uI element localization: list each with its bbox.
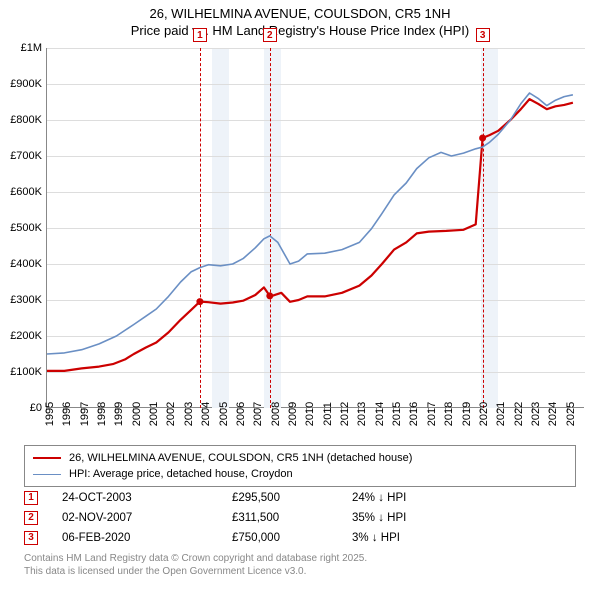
sale-date: 06-FEB-2020	[62, 532, 232, 544]
x-axis-label: 2000	[131, 402, 143, 426]
table-row: 3 06-FEB-2020£750,0003% ↓ HPI	[24, 528, 502, 548]
sale-pct-vs-hpi: 24% ↓ HPI	[352, 492, 502, 504]
x-axis-label: 2003	[183, 402, 195, 426]
chart-title: 26, WILHELMINA AVENUE, COULSDON, CR5 1NH…	[0, 0, 600, 40]
sale-dot	[196, 298, 203, 305]
x-axis-label: 1996	[61, 402, 73, 426]
sale-dot	[479, 134, 486, 141]
x-axis-label: 2008	[270, 402, 282, 426]
y-axis-label: £800K	[10, 114, 42, 126]
table-row: 2 02-NOV-2007£311,50035% ↓ HPI	[24, 508, 502, 528]
legend-label: 26, WILHELMINA AVENUE, COULSDON, CR5 1NH…	[69, 452, 412, 464]
table-marker: 3	[24, 531, 38, 545]
x-axis-label: 2001	[148, 402, 160, 426]
footer-line-2: This data is licensed under the Open Gov…	[24, 565, 367, 578]
x-axis-label: 2016	[408, 402, 420, 426]
sale-pct-vs-hpi: 35% ↓ HPI	[352, 512, 502, 524]
x-axis-label: 2004	[200, 402, 212, 426]
x-axis-label: 1998	[96, 402, 108, 426]
x-axis-label: 1995	[44, 402, 56, 426]
sale-date: 02-NOV-2007	[62, 512, 232, 524]
legend-item: HPI: Average price, detached house, Croy…	[33, 466, 567, 482]
x-axis-label: 2019	[461, 402, 473, 426]
sales-table: 1 24-OCT-2003£295,50024% ↓ HPI 2 02-NOV-200…	[24, 488, 502, 548]
sale-price: £295,500	[232, 492, 352, 504]
y-axis-label: £0	[30, 402, 42, 414]
x-axis-label: 1999	[113, 402, 125, 426]
table-marker: 1	[24, 491, 38, 505]
x-axis-label: 2013	[356, 402, 368, 426]
chart-area: 123 £0£100K£200K£300K£400K£500K£600K£700…	[46, 48, 584, 408]
sale-price: £311,500	[232, 512, 352, 524]
x-axis-label: 2020	[478, 402, 490, 426]
table-marker: 2	[24, 511, 38, 525]
sale-price: £750,000	[232, 532, 352, 544]
footer-attribution: Contains HM Land Registry data © Crown c…	[24, 552, 367, 578]
y-axis-label: £100K	[10, 366, 42, 378]
y-axis-label: £1M	[21, 42, 42, 54]
x-axis-label: 2005	[218, 402, 230, 426]
title-line-1: 26, WILHELMINA AVENUE, COULSDON, CR5 1NH	[0, 6, 600, 23]
legend-swatch	[33, 474, 61, 475]
y-axis-label: £900K	[10, 78, 42, 90]
x-axis-label: 2011	[322, 402, 334, 426]
y-axis-label: £500K	[10, 222, 42, 234]
sale-date: 24-OCT-2003	[62, 492, 232, 504]
marker-box: 1	[193, 28, 207, 42]
title-line-2: Price paid vs. HM Land Registry's House …	[0, 23, 600, 40]
plot-area: 123	[46, 48, 584, 408]
legend-item: 26, WILHELMINA AVENUE, COULSDON, CR5 1NH…	[33, 450, 567, 466]
x-axis-label: 1997	[79, 402, 91, 426]
x-axis-label: 2007	[252, 402, 264, 426]
sale-pct-vs-hpi: 3% ↓ HPI	[352, 532, 502, 544]
y-axis-label: £200K	[10, 330, 42, 342]
x-axis-label: 2006	[235, 402, 247, 426]
footer-line-1: Contains HM Land Registry data © Crown c…	[24, 552, 367, 565]
sale-dot	[266, 292, 273, 299]
x-axis-label: 2018	[443, 402, 455, 426]
y-axis-label: £400K	[10, 258, 42, 270]
legend-swatch	[33, 457, 61, 459]
legend: 26, WILHELMINA AVENUE, COULSDON, CR5 1NH…	[24, 445, 576, 487]
x-axis-label: 2025	[565, 402, 577, 426]
x-axis-label: 2015	[391, 402, 403, 426]
x-axis-label: 2014	[374, 402, 386, 426]
line-series	[47, 48, 585, 408]
x-axis-label: 2002	[165, 402, 177, 426]
x-axis-label: 2017	[426, 402, 438, 426]
y-axis-label: £600K	[10, 186, 42, 198]
marker-box: 2	[263, 28, 277, 42]
x-axis-label: 2010	[304, 402, 316, 426]
x-axis-label: 2012	[339, 402, 351, 426]
x-axis-label: 2021	[495, 402, 507, 426]
x-axis-label: 2024	[547, 402, 559, 426]
marker-box: 3	[476, 28, 490, 42]
y-axis-label: £700K	[10, 150, 42, 162]
x-axis-label: 2009	[287, 402, 299, 426]
legend-label: HPI: Average price, detached house, Croy…	[69, 468, 293, 480]
table-row: 1 24-OCT-2003£295,50024% ↓ HPI	[24, 488, 502, 508]
y-axis-label: £300K	[10, 294, 42, 306]
x-axis-label: 2022	[513, 402, 525, 426]
x-axis-label: 2023	[530, 402, 542, 426]
